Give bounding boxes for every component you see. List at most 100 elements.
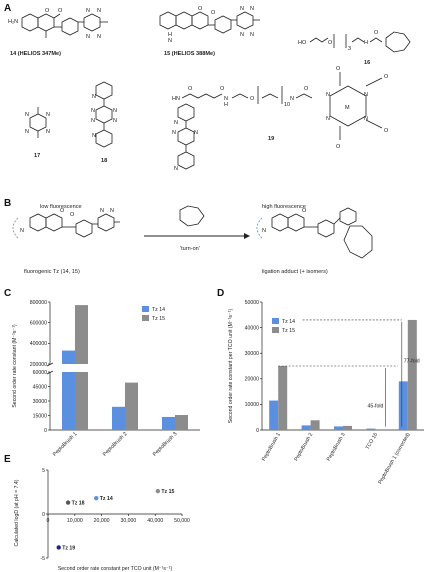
compound-19-label: 19 [268, 136, 274, 142]
svg-text:N: N [91, 108, 95, 114]
svg-text:O: O [58, 8, 63, 14]
x-tick-label: 10,000 [67, 518, 83, 524]
axis-break-mark [46, 362, 54, 367]
legend-swatch [272, 327, 279, 333]
svg-text:N: N [224, 96, 228, 102]
panel-label-d: D [217, 288, 224, 299]
bar [112, 406, 125, 430]
y-tick-label: 800000 [30, 300, 47, 306]
svg-text:N: N [97, 34, 101, 40]
point-label: Tz 19 [62, 545, 75, 551]
bar [366, 428, 376, 430]
svg-text:N: N [168, 38, 172, 44]
bar [301, 425, 311, 430]
svg-text:N: N [250, 6, 254, 12]
x-tick-label: 50,000 [174, 518, 190, 524]
reactant-caption: fluorogenic Tz (14, 15) [24, 269, 80, 275]
svg-text:N: N [364, 92, 368, 98]
x-tick-label: PeptoBrush 2 [102, 431, 129, 458]
svg-text:O: O [336, 66, 341, 72]
svg-text:N: N [174, 166, 178, 172]
legend-label: Tz 14 [152, 307, 165, 313]
y-tick-label: 0 [42, 512, 45, 518]
y-tick-label: 0 [44, 428, 47, 434]
structure-16: HO O 3 H O 16 [298, 30, 411, 66]
svg-text:O: O [60, 208, 65, 214]
y-tick-label: 30000 [33, 399, 48, 405]
x-tick-label: PeptoBrush 1 [52, 431, 79, 458]
amine-label: H₂N [8, 19, 18, 25]
scatter-point [155, 488, 161, 494]
y-tick-label: 30000 [245, 351, 260, 357]
svg-text:H: H [224, 102, 228, 108]
x-axis-title: Second order rate constant per TCO unit … [58, 566, 173, 572]
compound-14-label: 14 (HELIOS 347Me) [10, 51, 61, 57]
x-tick-label: TCO 16 [365, 432, 379, 451]
svg-text:N: N [86, 8, 90, 14]
svg-text:N: N [250, 32, 254, 38]
svg-text:N: N [91, 118, 95, 124]
compound-17-label: 17 [34, 153, 40, 159]
svg-text:N: N [174, 120, 178, 126]
structure-17: N N N N 17 [25, 107, 50, 159]
svg-text:N: N [20, 228, 24, 234]
legend-swatch [142, 315, 149, 321]
svg-text:N: N [100, 208, 104, 214]
svg-text:N: N [326, 116, 330, 122]
structure-14: H₂N O O N N N N 14 (HELIOS 347Me) [8, 8, 108, 57]
scheme-reactant: N O O N N [12, 208, 120, 239]
svg-text:N: N [110, 208, 114, 214]
bar [175, 415, 188, 430]
svg-text:N: N [364, 116, 368, 122]
y-tick-label: 5 [42, 468, 45, 474]
svg-text:N: N [240, 32, 244, 38]
panel-label-e: E [4, 454, 11, 465]
bar [343, 425, 352, 430]
svg-text:N: N [46, 129, 50, 135]
svg-text:HN: HN [172, 96, 180, 102]
svg-text:N: N [326, 92, 330, 98]
x-tick-label: 0 [47, 518, 50, 524]
svg-text:O: O [188, 86, 193, 92]
panel-label-c: C [4, 288, 11, 299]
svg-text:N: N [25, 129, 29, 135]
svg-text:HO: HO [298, 40, 307, 46]
svg-text:N: N [92, 133, 96, 139]
scheme-product: N O [256, 207, 373, 259]
point-label: Tz 14 [100, 496, 113, 502]
y-tick-label: 45000 [33, 384, 48, 390]
y-tick-label: 0 [256, 428, 259, 434]
svg-text:O: O [384, 128, 389, 134]
repeat-10-label: 10 [284, 102, 290, 108]
svg-text:O: O [220, 86, 225, 92]
metal-label: M [345, 105, 350, 111]
svg-text:N: N [113, 118, 117, 124]
y-tick-label: 40000 [245, 325, 260, 331]
low-fluorescence-label: low fluorescence [40, 204, 82, 210]
bar [334, 426, 343, 430]
structure-15: H N O O N N N N 15 (HELIOS 388Me) [159, 6, 260, 57]
x-tick-label: 40,000 [147, 518, 163, 524]
chart-d: 0 10000 20000 30000 40000 50000 PeptoBrush 1 Pe… [228, 300, 424, 485]
product-caption: ligation adduct (+ isomers) [262, 269, 328, 275]
y-tick-label: 50000 [245, 300, 260, 306]
repeat-3-label: 3 [348, 46, 351, 52]
bar [162, 416, 175, 430]
scheme-tco [179, 205, 205, 227]
x-tick-label: PeptoBrush 1 (corrected) [377, 432, 411, 485]
svg-text:O: O [328, 40, 333, 46]
high-fluorescence-label: high fluorescence [262, 204, 306, 210]
svg-text:H: H [364, 40, 368, 46]
svg-text:O: O [211, 10, 216, 16]
svg-text:O: O [198, 6, 203, 12]
svg-text:N: N [194, 130, 198, 136]
y-tick-label: 15000 [33, 413, 48, 419]
y-tick-label: 10000 [245, 402, 260, 408]
svg-text:N: N [25, 112, 29, 118]
bar [62, 372, 75, 430]
bar [269, 400, 279, 430]
annotation-45-fold: 45-fold [368, 403, 384, 409]
point-label: Tz 18 [72, 501, 85, 507]
x-tick-label: PeptoBrush 2 [293, 432, 314, 462]
structure-19: HN O O N H O 10 N O N N N N M O O O O N … [172, 66, 389, 172]
